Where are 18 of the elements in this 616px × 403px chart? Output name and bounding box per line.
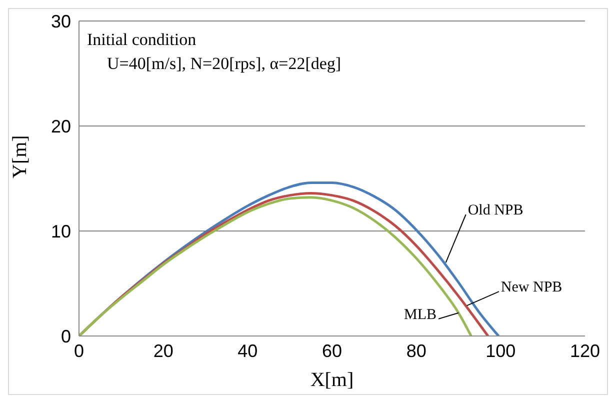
y-tick-label: 10 xyxy=(50,221,71,242)
x-tick-label: 20 xyxy=(153,340,174,361)
x-tick-label: 0 xyxy=(74,340,84,361)
x-tick-label: 100 xyxy=(486,340,516,361)
x-tick-label: 120 xyxy=(570,340,600,361)
x-tick-label: 60 xyxy=(322,340,342,361)
x-tick-label: 80 xyxy=(406,340,426,361)
y-tick-label: 20 xyxy=(50,116,71,136)
y-tick-label: 30 xyxy=(50,11,71,32)
x-axis-title: X[m] xyxy=(310,369,354,391)
annotation: Old NPB xyxy=(468,202,524,218)
y-axis-title: Y[m] xyxy=(9,135,32,178)
annotation: Initial condition xyxy=(87,30,197,49)
y-tick-label: 0 xyxy=(60,326,71,346)
x-tick-label: 40 xyxy=(238,340,258,361)
annotation: MLB xyxy=(404,306,436,323)
annotation: New NPB xyxy=(500,280,562,296)
annotation: U=40[m/s], N=20[rps], α=22[deg] xyxy=(107,54,342,73)
